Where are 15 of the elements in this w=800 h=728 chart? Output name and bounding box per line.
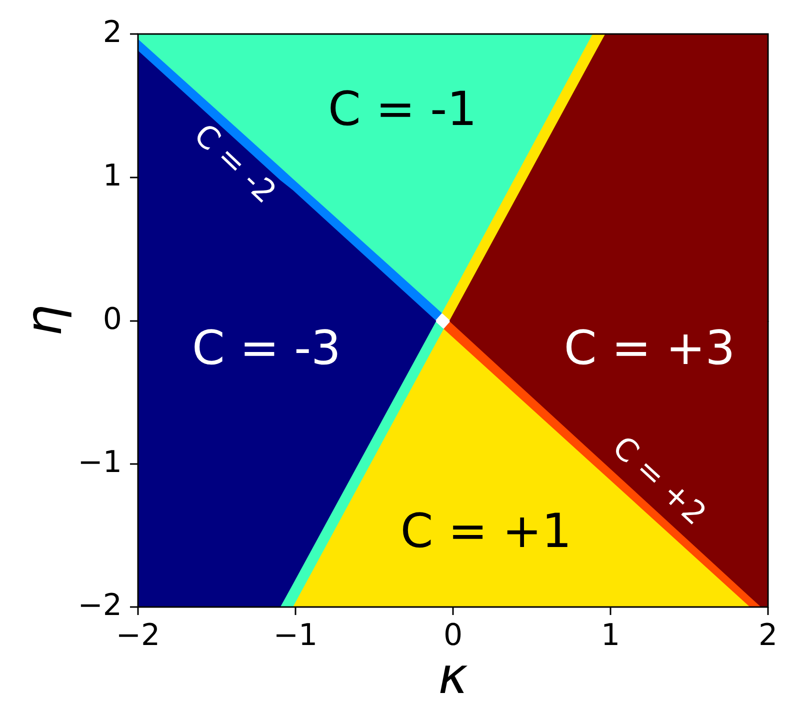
x-tick-label: 1 <box>600 618 620 653</box>
text: C = -2 <box>186 117 283 211</box>
text: C = +2 <box>605 429 714 532</box>
y-tick-label: 1 <box>102 158 122 194</box>
x-tick-label: 2 <box>758 618 778 653</box>
y-tick-label: −1 <box>78 444 122 480</box>
x-tick-label: −1 <box>273 618 318 653</box>
y-tick-label: −2 <box>78 588 122 623</box>
y-tick-label: 2 <box>102 14 122 50</box>
series-label: C = -1 <box>328 82 477 137</box>
series-label: C = -3 <box>192 320 341 376</box>
series-label: C = +3 <box>564 320 736 376</box>
series-label: C = +1 <box>400 504 572 560</box>
y-tick-label: 0 <box>102 302 122 337</box>
y-axis-title: η <box>14 304 73 336</box>
